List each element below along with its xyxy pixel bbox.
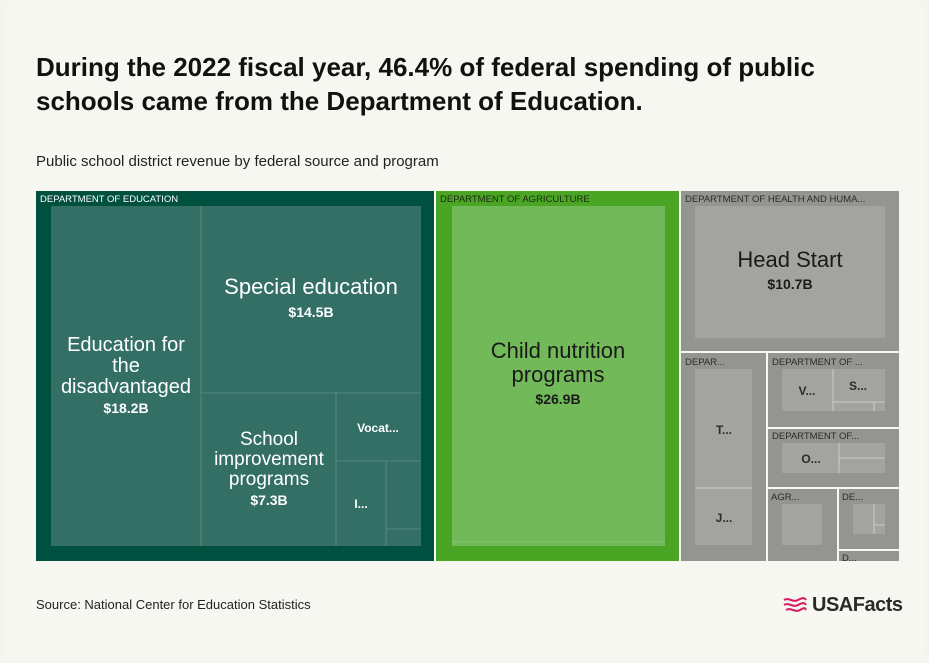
label-department-o: O... [801, 452, 820, 466]
tile-head-start[interactable] [695, 206, 885, 338]
value-education-disadvantaged: $18.2B [103, 400, 148, 416]
value-school-improvement: $7.3B [250, 492, 287, 508]
tile-education-small-1[interactable] [386, 461, 421, 529]
tile-education-small-2[interactable] [386, 529, 421, 546]
value-special-education: $14.5B [288, 304, 333, 320]
brand-logo[interactable]: USAFacts [783, 593, 903, 616]
tile-depar-t[interactable] [695, 369, 752, 545]
label-education-disadvantaged: Education for [67, 334, 185, 356]
tile-school-improvement[interactable] [201, 393, 336, 546]
tile-de[interactable] [853, 504, 885, 534]
tile-education-i[interactable] [336, 461, 386, 546]
group-label-d: D... [842, 553, 857, 562]
group-label-agriculture: DEPARTMENT OF AGRICULTURE [440, 194, 590, 205]
chart-card: During the 2022 fiscal year, 46.4% of fe… [4, 0, 925, 660]
tile-vocational[interactable] [336, 393, 421, 461]
tile-special-education[interactable] [201, 206, 421, 393]
source-note: Source: National Center for Education St… [36, 597, 311, 612]
label-education-disadvantaged: the [112, 355, 140, 377]
label-child-nutrition: Child nutrition [491, 338, 626, 363]
group-label-department-o: DEPARTMENT OF... [772, 431, 859, 442]
group-d[interactable] [839, 551, 899, 561]
label-education-i: I... [354, 497, 367, 511]
label-head-start: Head Start [737, 247, 842, 272]
value-head-start: $10.7B [767, 276, 812, 292]
label-school-improvement: improvement [214, 449, 325, 470]
tile-child-nutrition[interactable] [452, 206, 665, 546]
group-label-depar: DEPAR... [685, 357, 725, 368]
label-vocational: Vocat... [357, 421, 399, 435]
group-label-de: DE... [842, 492, 863, 503]
label-depar-j: J... [716, 511, 733, 525]
tile-agr[interactable] [782, 504, 822, 545]
group-label-health-human-services: DEPARTMENT OF HEALTH AND HUMA... [685, 194, 865, 205]
label-school-improvement: School [240, 429, 298, 450]
brand-name: USAFacts [812, 593, 903, 616]
label-depar-t: T... [716, 423, 732, 437]
label-department-v: V... [799, 384, 816, 398]
label-department-s: S... [849, 379, 867, 393]
label-special-education: Special education [224, 274, 398, 299]
flag-icon [783, 597, 807, 612]
label-school-improvement: programs [229, 469, 309, 490]
tile-education-disadvantaged[interactable] [51, 206, 201, 546]
value-child-nutrition: $26.9B [535, 391, 580, 407]
group-label-agr: AGR... [771, 492, 800, 503]
tile-department-vs[interactable] [782, 369, 885, 411]
chart-title: During the 2022 fiscal year, 46.4% of fe… [36, 52, 815, 116]
label-education-disadvantaged: disadvantaged [61, 376, 191, 398]
treemap: DEPARTMENT OF EDUCATION Education forthed… [36, 191, 899, 562]
label-child-nutrition: programs [512, 362, 605, 387]
chart-subtitle: Public school district revenue by federa… [36, 153, 439, 170]
group-label-department-vs: DEPARTMENT OF ... [772, 357, 863, 368]
group-label-education: DEPARTMENT OF EDUCATION [40, 194, 178, 205]
